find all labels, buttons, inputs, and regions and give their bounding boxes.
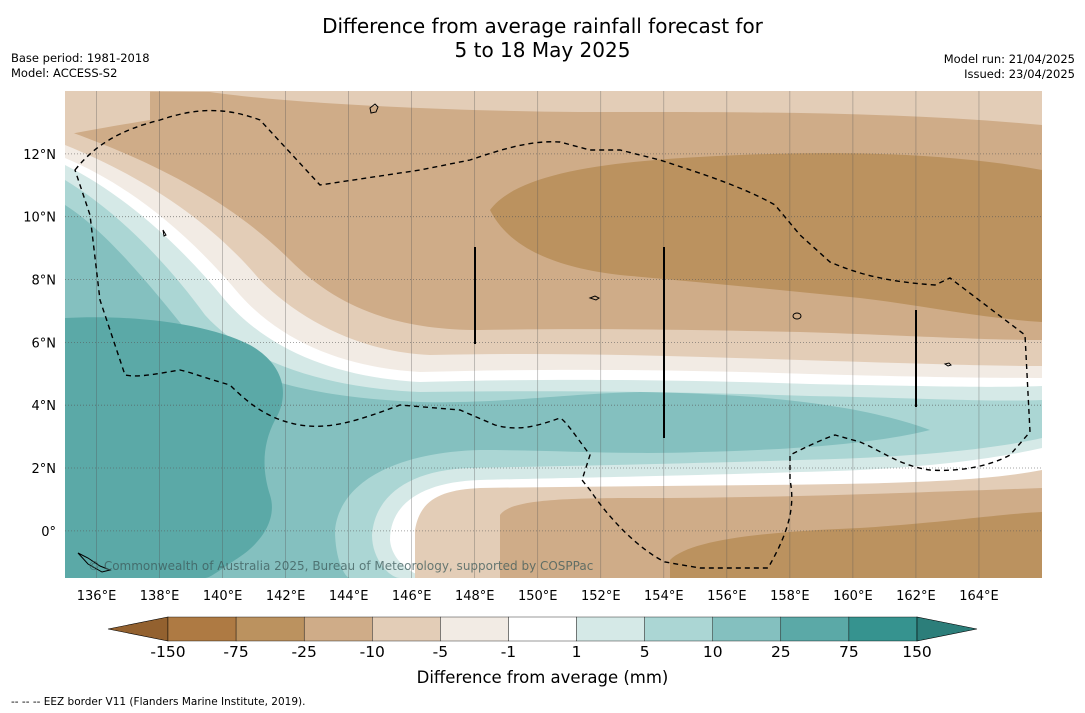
- colorbar-label: 1: [571, 643, 582, 661]
- colorbar-segment: [303, 616, 373, 642]
- colorbar-segment: [712, 616, 782, 642]
- latitude-ticks: 12°N 10°N 8°N 6°N 4°N 2°N 0°: [23, 148, 56, 540]
- island-outline: [77, 552, 112, 573]
- lat-tick-label: 6°N: [32, 336, 57, 351]
- colorbar-segment: [167, 616, 237, 642]
- map-plot-area: © Commonwealth of Australia 2025, Bureau…: [65, 91, 1042, 578]
- colorbar-segment: [848, 616, 918, 642]
- colorbar-segment: [576, 616, 645, 642]
- colorbar-label: 75: [839, 643, 859, 661]
- lon-tick-label: 144°E: [329, 589, 369, 604]
- colorbar-label: 150: [902, 643, 932, 661]
- band-wet-strong: [65, 205, 930, 578]
- colorbar-segment: [780, 616, 850, 642]
- footnote: -- -- -- EEZ border V11 (Flanders Marine…: [11, 696, 306, 708]
- lat-tick-label: 10°N: [23, 211, 56, 226]
- lon-tick-label: 148°E: [455, 589, 495, 604]
- island-outline: [943, 362, 952, 367]
- colorbar-label: -25: [291, 643, 317, 661]
- colorbar-label: -10: [359, 643, 385, 661]
- colorbar-label: -150: [150, 643, 186, 661]
- lon-tick-label: 146°E: [392, 589, 432, 604]
- title-line-1: Difference from average rainfall forecas…: [322, 14, 763, 38]
- band-south-dry-core: [670, 512, 1042, 578]
- eez-border: [74, 109, 1031, 569]
- colorbar-label: 25: [770, 643, 791, 661]
- colorbar-segment: [644, 616, 713, 642]
- lon-tick-label: 150°E: [518, 589, 558, 604]
- longitude-ticks: 136°E 138°E 140°E 142°E 144°E 146°E 148°E 150°E…: [77, 589, 999, 604]
- lat-tick-label: 0°: [41, 525, 56, 540]
- copyright-text: © Commonwealth of Australia 2025, Bureau…: [88, 559, 593, 573]
- colorbar-extend-low: [107, 616, 169, 642]
- lon-tick-label: 156°E: [707, 589, 747, 604]
- lon-tick-label: 140°E: [203, 589, 243, 604]
- lat-tick-label: 4°N: [32, 399, 57, 414]
- lon-tick-label: 154°E: [644, 589, 684, 604]
- colorbar-title: Difference from average (mm): [416, 668, 669, 687]
- colorbar-segment: [372, 616, 441, 642]
- lon-tick-label: 138°E: [140, 589, 180, 604]
- lon-tick-label: 160°E: [833, 589, 873, 604]
- island-outline: [369, 103, 379, 114]
- band-wet-very-strong: [65, 317, 283, 578]
- island-outline: [162, 229, 167, 237]
- band-nw-light: [65, 91, 150, 135]
- base-period: Base period: 1981-2018: [11, 51, 150, 65]
- colorbar-segment: [235, 616, 305, 642]
- island-outline: [588, 295, 600, 301]
- colorbar-segment: [440, 616, 509, 642]
- model-name: Model: ACCESS-S2: [11, 66, 118, 80]
- title-line-2: 5 to 18 May 2025: [454, 38, 631, 62]
- lon-tick-label: 152°E: [581, 589, 621, 604]
- map-title: Difference from average rainfall forecas…: [0, 14, 1085, 62]
- lat-tick-label: 12°N: [23, 148, 56, 163]
- colorbar-extend-high: [916, 616, 978, 642]
- colorbar-label: 10: [702, 643, 723, 661]
- lon-tick-label: 136°E: [77, 589, 117, 604]
- meta-left: Base period: 1981-2018 Model: ACCESS-S2: [11, 51, 150, 81]
- graticule: [65, 91, 1042, 578]
- issued-date: Issued: 23/04/2025: [964, 67, 1075, 81]
- lon-tick-label: 158°E: [770, 589, 810, 604]
- model-run: Model run: 21/04/2025: [943, 52, 1075, 66]
- lat-tick-label: 2°N: [32, 462, 57, 477]
- band-dry-core-north: [490, 153, 1042, 322]
- colorbar-label: -5: [432, 643, 449, 661]
- colorbar-label: -75: [223, 643, 249, 661]
- lon-tick-label: 162°E: [896, 589, 936, 604]
- colorbar-segment: [508, 616, 577, 642]
- band-north-light: [65, 91, 1042, 125]
- meta-right: Model run: 21/04/2025 Issued: 23/04/2025: [944, 52, 1075, 82]
- lon-tick-label: 142°E: [266, 589, 306, 604]
- island-outline: [792, 312, 802, 320]
- colorbar: [107, 616, 978, 642]
- lat-tick-label: 8°N: [32, 274, 57, 289]
- colorbar-label: -1: [500, 643, 517, 661]
- lon-tick-label: 164°E: [959, 589, 999, 604]
- colorbar-label: 5: [639, 643, 650, 661]
